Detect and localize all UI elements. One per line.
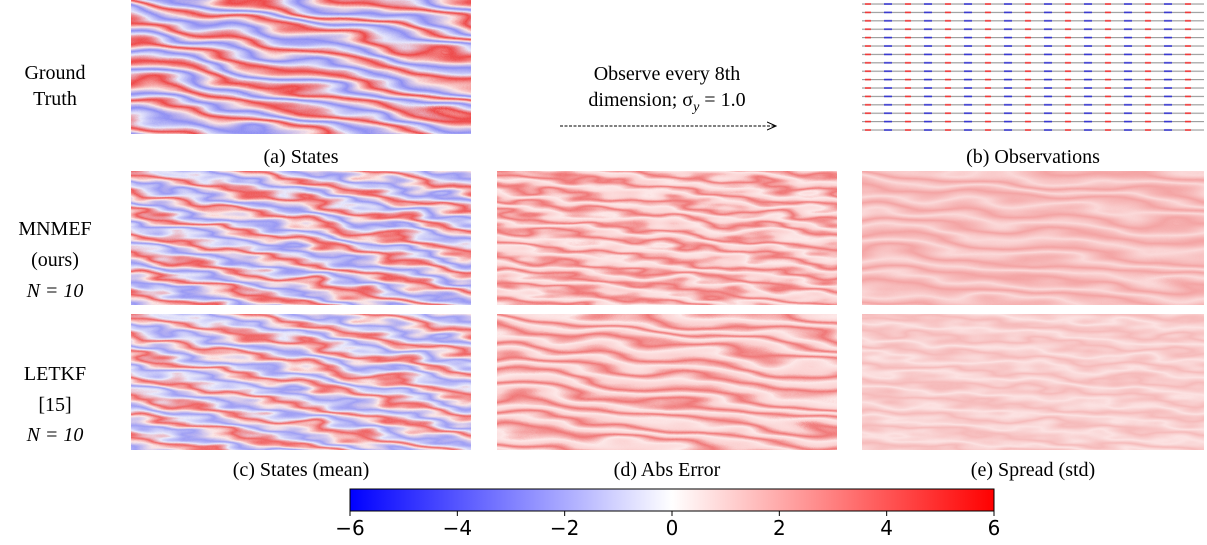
heatmap-error (497, 314, 837, 450)
row-label: Truth (33, 88, 77, 110)
tick-label: −2 (550, 516, 579, 540)
row-label: [15] (38, 394, 71, 416)
tick-label: 4 (880, 516, 893, 540)
arrow-text: dimension; σ (588, 89, 693, 111)
tick-label: −6 (335, 516, 364, 540)
heatmap-mean (131, 314, 471, 450)
arrow-text: y (691, 100, 700, 115)
heatmap-spread (862, 171, 1204, 305)
row-label: (ours) (31, 249, 79, 271)
heatmap-observations (862, 0, 1204, 134)
row-label: Ground (24, 62, 85, 84)
row-label: LETKF (24, 363, 86, 385)
row-label: MNMEF (18, 218, 91, 240)
caption: (c) States (mean) (233, 459, 370, 481)
caption: (e) Spread (std) (971, 459, 1095, 481)
heatmap-error (497, 171, 837, 305)
tick-label: −4 (443, 516, 472, 540)
heatmap-spread (862, 314, 1204, 450)
tick-label: 6 (988, 516, 1001, 540)
caption: (a) States (264, 146, 339, 168)
arrow-text: = 1.0 (699, 89, 745, 111)
heatmap-mean (131, 171, 471, 305)
colorbar (349, 488, 995, 512)
row-label: N = 10 (26, 280, 84, 302)
caption: (d) Abs Error (614, 459, 721, 481)
tick-label: 0 (666, 516, 679, 540)
caption: (b) Observations (966, 146, 1100, 168)
arrow-text: dimension; σy = 1.0 (588, 89, 745, 115)
arrow-text: Observe every 8th (594, 63, 741, 85)
tick-label: 2 (773, 516, 786, 540)
heatmap-states (131, 0, 471, 134)
row-label: N = 10 (26, 424, 84, 446)
